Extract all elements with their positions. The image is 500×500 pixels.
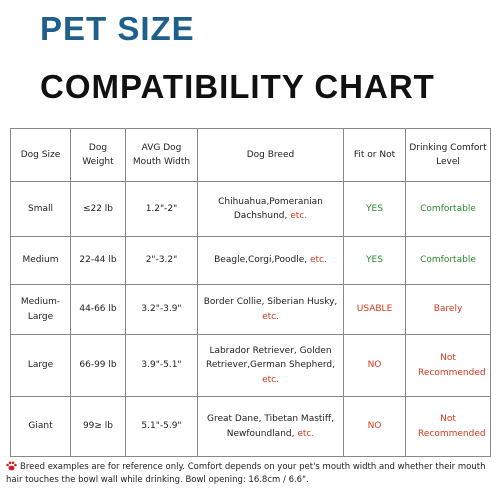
mouth-width: 2"-3.2" <box>125 236 198 285</box>
table-row: Small ≤22 lb 1.2"-2" Chihuahua,Pomeranian D… <box>10 181 491 237</box>
table-row: Large 66-99 lb 3.9"-5.1" Labrador Retriever… <box>10 334 491 397</box>
dog-weight: 99≥ lb <box>70 396 126 457</box>
column-header: Drinking Comfort Level <box>405 128 491 182</box>
dog-size: Small <box>10 181 71 237</box>
dog-size: Medium <box>10 236 71 285</box>
fit: NO <box>343 334 406 397</box>
chart-table: Dog Size Dog Weight AVG Dog Mouth Width Dog… <box>10 128 491 457</box>
comfort-level: Comfortable <box>405 181 491 237</box>
title: PET SIZE <box>40 10 195 47</box>
mouth-width: 5.1"-5.9" <box>125 396 198 457</box>
dog-breed: Beagle,Corgi,Poodle, etc. <box>197 236 344 285</box>
paw-icon <box>6 461 17 471</box>
breed-text: Chihuahua,Pomeranian Dachshund, <box>218 196 323 221</box>
column-header: Dog Size <box>10 128 71 182</box>
mouth-width: 3.2"-3.9" <box>125 284 198 335</box>
mouth-width: 1.2"-2" <box>125 181 198 237</box>
dog-weight: 66-99 lb <box>70 334 126 397</box>
table-row: Medium 22-44 lb 2"-3.2" Beagle,Corgi,Poodle… <box>10 236 491 285</box>
breed-etc: etc. <box>309 255 327 266</box>
comfort-level: Barely <box>405 284 491 335</box>
breed-etc: etc. <box>290 211 308 221</box>
dog-weight: ≤22 lb <box>70 181 126 237</box>
breed-etc: etc. <box>262 311 279 322</box>
column-header: AVG Dog Mouth Width <box>125 128 198 182</box>
dog-size: Medium-Large <box>10 284 71 335</box>
comfort-level: Not Recommended <box>405 334 491 397</box>
dog-size: Large <box>10 334 71 397</box>
breed-etc: etc. <box>262 374 279 385</box>
breed-etc: etc. <box>297 428 315 439</box>
breed-text: Great Dane, Tibetan Mastiff, Newfoundlan… <box>207 414 334 439</box>
fit: YES <box>343 181 406 237</box>
dog-breed: Border Collie, Siberian Husky, etc. <box>197 284 344 335</box>
dog-weight: 22-44 lb <box>70 236 126 285</box>
comfort-level: Comfortable <box>405 236 491 285</box>
fit: NO <box>343 396 406 457</box>
footnote-text: Breed examples are for reference only. C… <box>6 462 486 486</box>
dog-size: Giant <box>10 396 71 457</box>
subtitle: COMPATIBILITY CHART <box>40 68 435 105</box>
mouth-width: 3.9"-5.1" <box>125 334 198 397</box>
column-header: Dog Breed <box>197 128 344 182</box>
footnote: Breed examples are for reference only. C… <box>6 461 494 487</box>
breed-text: Border Collie, Siberian Husky, <box>203 297 338 308</box>
breed-text: Labrador Retriever, Golden Retriever,Ger… <box>205 345 335 371</box>
header-row: Dog Size Dog Weight AVG Dog Mouth Width Dog… <box>10 128 491 182</box>
fit: USABLE <box>343 284 406 335</box>
dog-breed: Labrador Retriever, Golden Retriever,Ger… <box>197 334 344 397</box>
breed-text: Beagle,Corgi,Poodle, <box>214 255 308 266</box>
dog-breed: Great Dane, Tibetan Mastiff, Newfoundlan… <box>197 396 344 457</box>
dog-breed: Chihuahua,Pomeranian Dachshund, etc. <box>197 181 344 237</box>
fit: YES <box>343 236 406 285</box>
table-body: Small ≤22 lb 1.2"-2" Chihuahua,Pomeranian D… <box>10 181 491 457</box>
dog-weight: 44-66 lb <box>70 284 126 335</box>
column-header: Fit or Not <box>343 128 406 182</box>
table-row: Medium-Large 44-66 lb 3.2"-3.9" Border Coll… <box>10 284 491 335</box>
table-row: Giant 99≥ lb 5.1"-5.9" Great Dane, Tibetan … <box>10 396 491 457</box>
comfort-level: Not Recommended <box>405 396 491 457</box>
column-header: Dog Weight <box>70 128 126 182</box>
